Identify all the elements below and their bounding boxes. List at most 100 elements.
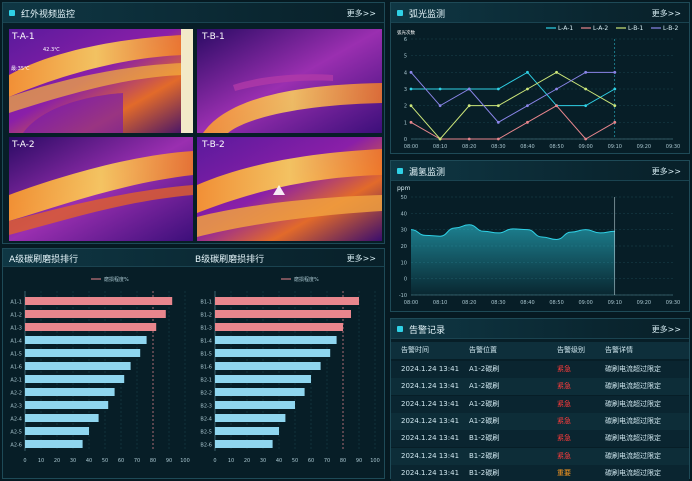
category-label: A2-6 [10,443,22,449]
arc-panel-title: 弧光监测 [409,10,446,20]
x-tick-label: 08:40 [520,144,534,150]
category-label: A1-1 [10,300,22,306]
x-tick-label: 20 [244,458,250,464]
data-point [555,70,558,74]
wear-bar [215,375,311,383]
x-tick-label: 09:30 [666,300,680,306]
temperature-marker-2: 最:35℃ [11,66,30,72]
alarm-level: 紧急 [557,416,571,425]
data-point [409,70,413,74]
series-line-l-b-2 [410,71,615,123]
alarm-row[interactable]: 2024.1.24 13:41 A1-2碳刷 紧急 碳刷电流超过限定 [391,412,689,430]
alarm-detail: 碳刷电流超过限定 [605,468,661,477]
y-tick-label: 30 [401,228,407,234]
wear-more-link[interactable]: 更多>> [346,254,376,263]
alarm-row[interactable]: 2024.1.24 13:41 A1-2碳刷 紧急 碳刷电流超过限定 [391,361,689,378]
thermal-camera-t-a-1[interactable] [9,29,193,133]
x-tick-label: 70 [324,458,330,464]
category-label: A2-5 [10,430,22,436]
alarm-detail: 碳刷电流超过限定 [605,434,661,443]
panel-marker-icon [9,10,15,16]
data-point [409,104,413,108]
alarm-panel-header: 告警记录 更多>> [391,319,689,339]
category-label: A1-5 [10,352,22,358]
data-point [496,137,500,141]
alarm-row[interactable]: 2024.1.24 13:41 B1-2碳刷 紧急 碳刷电流超过限定 [391,430,689,448]
x-tick-label: 08:40 [520,300,534,306]
x-tick-label: 09:20 [637,144,651,150]
data-point [584,104,588,108]
category-label: B2-6 [200,443,212,449]
hydrogen-area-chart: -10 0 10 20 30 40 50 ppm 08:00 08:10 08:20 08:30 08:… [397,185,680,306]
arc-more-link[interactable]: 更多>> [651,9,681,18]
data-point [613,120,617,124]
x-tick-label: 09:00 [578,144,592,150]
data-point [467,104,471,108]
x-tick-label: 50 [102,458,108,464]
thermal-camera-t-b-2[interactable] [197,137,382,241]
x-tick-label: 08:20 [462,300,476,306]
y-tick-label: -10 [399,293,407,299]
data-point [526,70,529,74]
alarm-detail: 碳刷电流超过限定 [605,365,661,373]
alarm-records-panel: 告警记录 更多>> 告警时间 告警位置 告警级别 告警详情 2024.1.24 … [390,318,690,481]
alarm-more-link[interactable]: 更多>> [651,325,681,334]
ir-video-panel: 红外视频监控 更多>> [2,2,385,244]
y-tick-label: 0 [404,137,407,143]
x-tick-label: 30 [260,458,266,464]
ir-panel-header: 红外视频监控 更多>> [3,3,384,23]
x-tick-label: 90 [166,458,172,464]
alarm-panel-title: 告警记录 [409,326,446,336]
data-point [555,87,558,91]
data-point [584,137,588,141]
wear-bar [25,349,141,357]
x-tick-label: 90 [356,458,362,464]
y-tick-label: 50 [401,195,407,201]
category-label: B1-1 [200,300,212,306]
wear-bar [25,414,99,422]
data-point [467,137,471,141]
wear-bar [215,336,337,344]
wear-bar-charts: 0 10 20 30 40 50 60 70 80 90 100A1-1A1-2A1-3A1-4A1… [10,276,379,464]
y-axis-label: ppm [397,185,411,192]
thermal-camera-t-b-1[interactable] [197,29,382,133]
header-detail: 告警详情 [605,346,633,354]
x-tick-label: 08:50 [549,144,563,150]
camera-label-t-b-2: T-B-2 [202,140,225,150]
alarm-row[interactable]: 2024.1.24 13:41 A1-2碳刷 紧急 碳刷电流超过限定 [391,395,689,413]
alarm-location: A1-2碳刷 [469,365,500,373]
data-point [584,87,588,91]
y-tick-label: 0 [404,277,407,283]
data-point [613,70,617,74]
alarm-row[interactable]: 2024.1.24 13:41 A1-2碳刷 紧急 碳刷电流超过限定 [391,378,689,396]
x-tick-label: 08:00 [404,144,418,150]
alarm-detail: 碳刷电流超过限定 [605,451,661,460]
alarm-location: A1-2碳刷 [469,416,500,425]
x-tick-label: 08:20 [462,144,476,150]
alarm-table: 告警时间 告警位置 告警级别 告警详情 2024.1.24 13:41 A1-2碳… [391,342,689,481]
hydrogen-panel-title: 漏氢监测 [409,168,446,178]
camera-label-t-a-2: T-A-2 [12,140,35,150]
data-point [526,87,529,91]
category-label: A1-2 [10,313,22,319]
arc-panel-header: 弧光监测 更多>> [391,3,689,23]
ir-more-link[interactable]: 更多>> [346,9,376,18]
thermal-camera-t-a-2[interactable] [9,137,193,241]
x-tick-label: 50 [292,458,298,464]
wear-bar [25,427,89,435]
x-tick-label: 08:10 [433,144,447,150]
category-label: B2-2 [200,391,212,397]
hydrogen-panel-header: 漏氢监测 更多>> [391,161,689,181]
alarm-row[interactable]: 2024.1.24 13:41 B1-2碳刷 重要 碳刷电流超过限定 [391,464,689,481]
x-tick-label: 70 [134,458,140,464]
data-point [496,104,500,108]
y-tick-label: 4 [404,70,407,76]
wear-bar [25,323,157,331]
legend-label: L-B-2 [663,25,678,32]
hydrogen-more-link[interactable]: 更多>> [651,167,681,176]
camera-label-t-a-1: T-A-1 [12,32,35,42]
y-axis-label: 弧光次数 [397,29,415,36]
x-tick-label: 40 [276,458,282,464]
alarm-row[interactable]: 2024.1.24 13:41 B1-2碳刷 紧急 碳刷电流超过限定 [391,447,689,465]
